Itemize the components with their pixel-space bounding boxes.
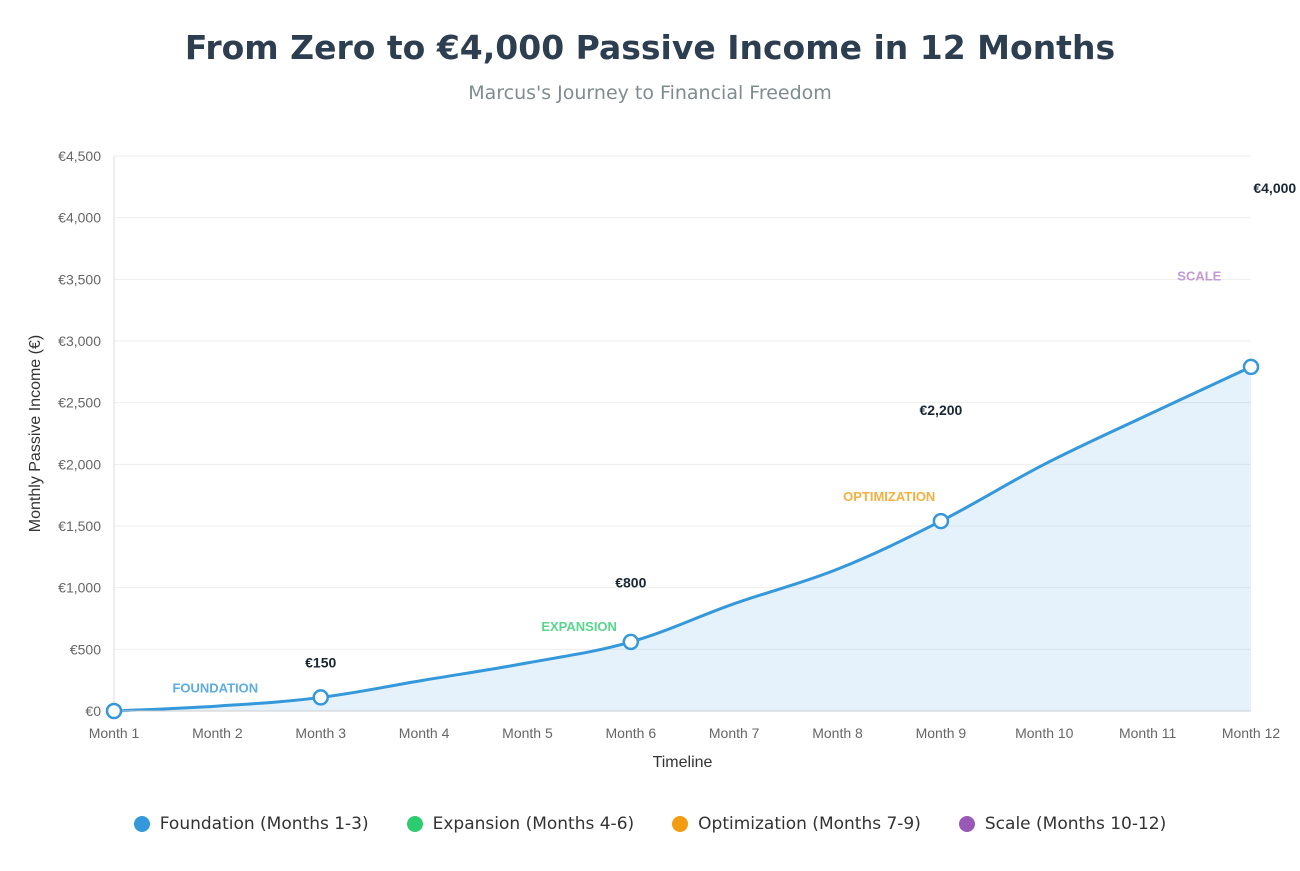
data-point-marker xyxy=(622,633,640,651)
value-annotation: €800 xyxy=(615,575,646,591)
legend: Foundation (Months 1-3) Expansion (Month… xyxy=(0,814,1300,834)
data-point-marker xyxy=(1242,358,1260,376)
phase-annotation: FOUNDATION xyxy=(172,681,258,696)
y-tick-label: €0 xyxy=(85,703,101,719)
series-area xyxy=(114,366,1251,711)
y-axis-title: Monthly Passive Income (€) xyxy=(27,335,44,532)
y-tick-label: €500 xyxy=(70,641,101,657)
phase-annotation: EXPANSION xyxy=(541,619,617,634)
data-point-marker xyxy=(105,702,123,720)
x-axis-title: Timeline xyxy=(653,754,713,771)
y-tick-label: €2,000 xyxy=(58,456,101,472)
y-tick-label: €4,500 xyxy=(58,148,101,164)
value-annotation: €4,000 xyxy=(1253,180,1296,196)
legend-swatch xyxy=(958,816,975,832)
value-annotation: €2,200 xyxy=(919,402,962,418)
x-tick-label: Month 8 xyxy=(812,725,863,741)
x-tick-label: Month 9 xyxy=(916,725,967,741)
x-tick-label: Month 6 xyxy=(606,725,657,741)
y-tick-label: €2,500 xyxy=(58,395,101,411)
x-tick-label: Month 1 xyxy=(89,725,140,741)
y-tick-label: €1,500 xyxy=(58,518,101,534)
legend-swatch xyxy=(133,816,150,832)
legend-label: Optimization (Months 7-9) xyxy=(698,814,921,834)
legend-item-scale[interactable]: Scale (Months 10-12) xyxy=(958,814,1167,834)
x-tick-label: Month 10 xyxy=(1015,725,1074,741)
value-annotation: €150 xyxy=(305,654,336,670)
data-point-marker xyxy=(932,512,950,530)
legend-item-optimization[interactable]: Optimization (Months 7-9) xyxy=(672,814,921,834)
phase-annotation: OPTIMIZATION xyxy=(843,489,935,504)
series-line xyxy=(113,365,1252,713)
chart-title: From Zero to €4,000 Passive Income in 12… xyxy=(184,28,1116,67)
legend-label: Expansion (Months 4-6) xyxy=(432,814,635,834)
x-tick-label: Month 12 xyxy=(1222,725,1281,741)
x-tick-label: Month 3 xyxy=(295,725,346,741)
data-point-marker xyxy=(312,689,329,706)
area-layer xyxy=(113,365,1252,713)
income-chart: €0 €500 €1,000 €1,500 €2,000 €2,500 €3,000 €3,5… xyxy=(27,148,1296,771)
x-tick-label: Month 11 xyxy=(1119,725,1177,741)
phase-annotation: SCALE xyxy=(1177,269,1221,284)
legend-swatch xyxy=(672,816,689,832)
x-tick-label: Month 4 xyxy=(399,725,450,741)
y-tick-label: €1,000 xyxy=(58,580,101,596)
y-tick-label: €3,000 xyxy=(58,333,101,349)
x-tick-label: Month 7 xyxy=(709,725,760,741)
legend-item-expansion[interactable]: Expansion (Months 4-6) xyxy=(406,814,635,834)
y-tick-label: €3,500 xyxy=(58,271,101,287)
legend-label: Scale (Months 10-12) xyxy=(984,814,1167,834)
legend-swatch xyxy=(406,816,423,832)
chart-subtitle: Marcus's Journey to Financial Freedom xyxy=(468,82,832,104)
annotations: €150 €800 €2,200 €4,000 FOUNDATION EXPANSION O… xyxy=(172,180,1296,696)
axes: €0 €500 €1,000 €1,500 €2,000 €2,500 €3,000 €3,5… xyxy=(27,148,1280,771)
x-tick-label: Month 5 xyxy=(502,725,553,741)
legend-item-foundation[interactable]: Foundation (Months 1-3) xyxy=(133,814,369,834)
markers xyxy=(105,358,1260,720)
x-tick-label: Month 2 xyxy=(192,725,243,741)
legend-label: Foundation (Months 1-3) xyxy=(159,814,369,834)
y-tick-label: €4,000 xyxy=(58,210,101,226)
